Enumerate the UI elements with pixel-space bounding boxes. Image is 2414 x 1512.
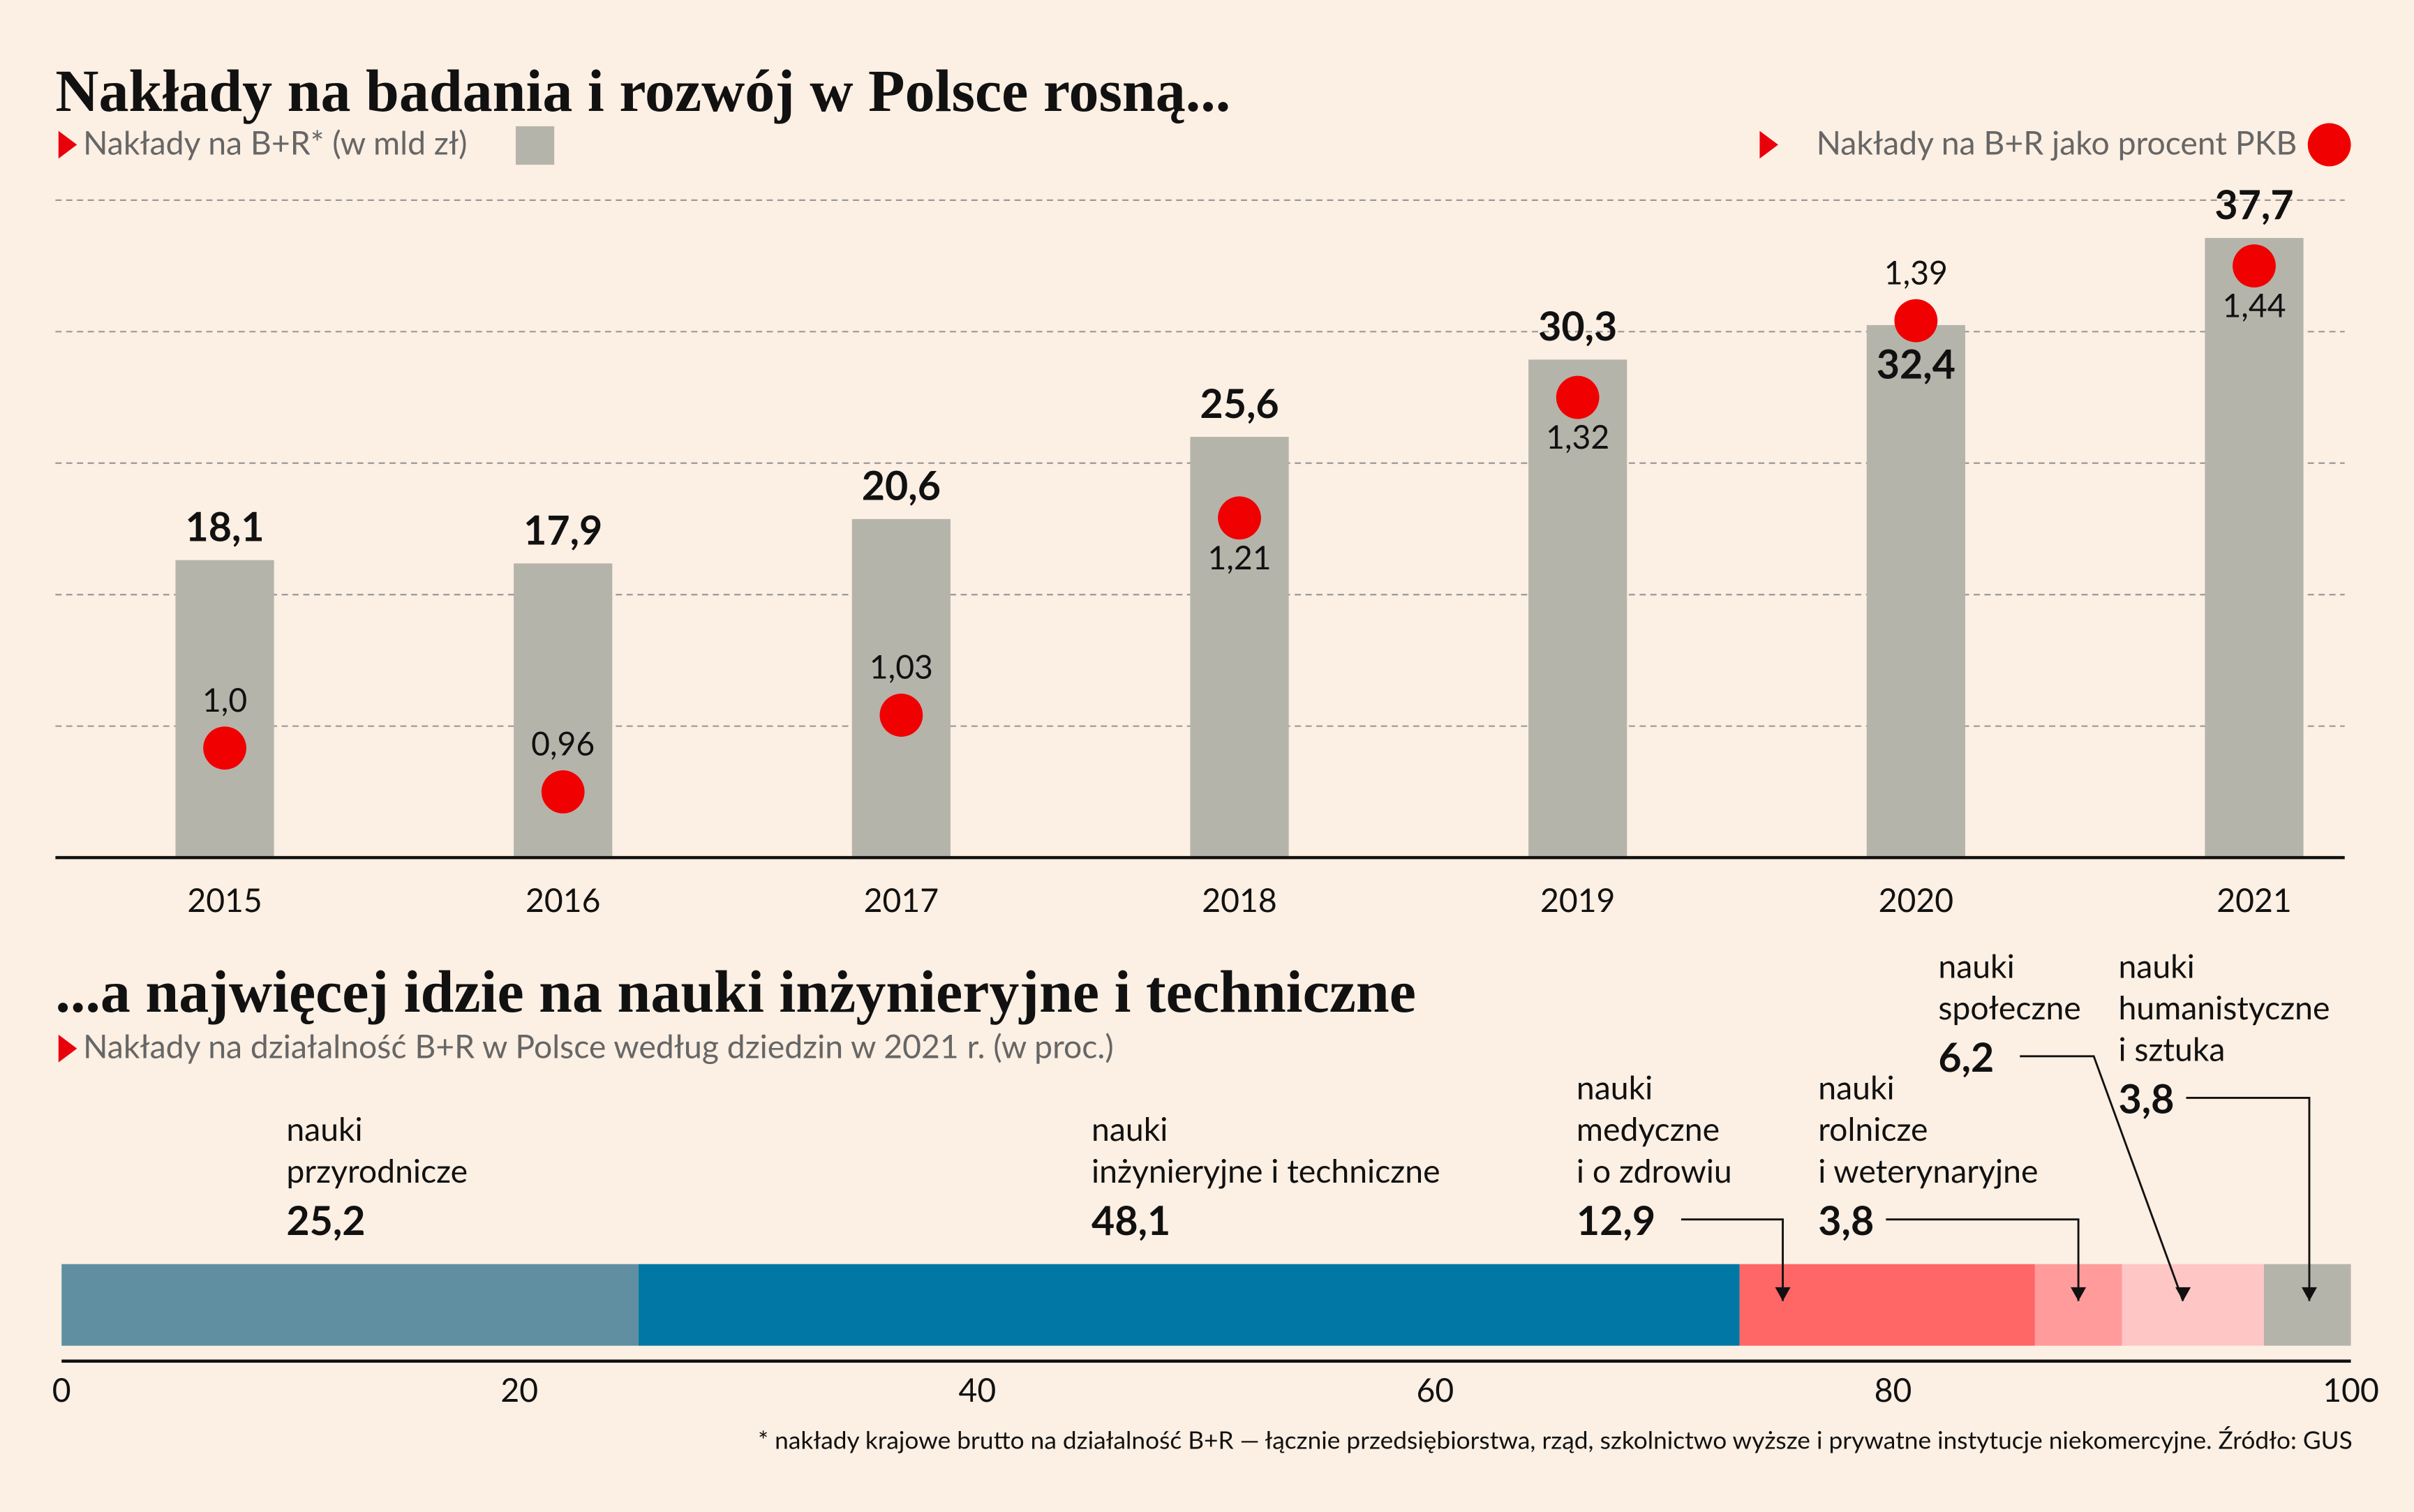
- chart-title: Nakłady na badania i rozwój w Polsce ros…: [55, 57, 1230, 124]
- dot: [2233, 244, 2276, 287]
- bar: [1528, 359, 1627, 858]
- bar-value-label: 17,9: [523, 505, 602, 553]
- segment-name: nauki inżynieryjne i techniczne: [1091, 1110, 1440, 1190]
- dot-value-label: 1,0: [202, 680, 247, 719]
- x-tick-label: 2018: [1202, 880, 1276, 919]
- bar: [2205, 238, 2304, 858]
- legend-marker: [1759, 130, 1778, 159]
- leader-line: [2186, 1096, 2311, 1301]
- x-tick-label: 2017: [864, 880, 939, 919]
- x-tick-label: 2016: [526, 880, 600, 919]
- legend-swatch: [2307, 123, 2351, 167]
- leader-line: [1681, 1218, 1784, 1301]
- footnote: * nakłady krajowe brutto na działalność …: [758, 1425, 2353, 1455]
- dot-value-label: 1,03: [870, 647, 933, 686]
- arrow-head: [2071, 1287, 2087, 1301]
- bar-segment: [61, 1264, 639, 1346]
- leader-line: [2020, 1055, 2184, 1302]
- x-tick-label: 2019: [1540, 880, 1615, 919]
- segment-value-label: 25,2: [286, 1195, 366, 1245]
- bar: [514, 563, 613, 858]
- arrow-head: [2175, 1287, 2191, 1301]
- dot-value-label: 1,21: [1207, 537, 1271, 576]
- dot-value-label: 1,39: [1884, 252, 1948, 291]
- arrow-head: [2301, 1287, 2318, 1301]
- bar-value-label: 37,7: [2214, 180, 2293, 228]
- segment-value-label: 48,1: [1091, 1195, 1171, 1245]
- chart-title: ...a najwięcej idzie na nauki inżynieryj…: [55, 958, 1416, 1025]
- bar: [851, 518, 951, 858]
- dot: [541, 770, 585, 814]
- legend-label: Nakłady na B+R jako procent PKB: [1817, 122, 2297, 161]
- bar: [1866, 324, 1965, 858]
- x-tick-label: 40: [958, 1370, 996, 1409]
- segment-name: nauki medyczne i o zdrowiu: [1576, 1068, 1732, 1190]
- segment-name: nauki przyrodnicze: [286, 1110, 468, 1190]
- bar-value-label: 30,3: [1538, 301, 1617, 350]
- x-tick-label: 100: [2323, 1370, 2379, 1409]
- dot: [203, 726, 246, 770]
- bar-segment: [638, 1264, 1740, 1346]
- x-tick-label: 2021: [2216, 880, 2291, 919]
- segment-value-label: 3,8: [2118, 1073, 2175, 1123]
- bar-value-label: 25,6: [1200, 379, 1279, 427]
- chart-subtitle: Nakłady na działalność B+R w Polsce wedł…: [83, 1026, 1114, 1065]
- dot: [1894, 299, 1938, 343]
- x-tick-label: 20: [500, 1370, 538, 1409]
- bar-segment: [2263, 1264, 2351, 1346]
- x-tick-label: 2015: [187, 880, 262, 919]
- x-tick-label: 0: [52, 1370, 71, 1409]
- dot-value-label: 0,96: [531, 724, 595, 763]
- x-tick-label: 80: [1875, 1370, 1912, 1409]
- legend-label: Nakłady na B+R* (w mld zł): [83, 122, 467, 161]
- segment-name: nauki rolnicze i weterynaryjne: [1818, 1068, 2039, 1190]
- segment-value-label: 3,8: [1818, 1195, 1875, 1245]
- segment-value-label: 6,2: [1938, 1031, 1995, 1081]
- dot-value-label: 1,44: [2222, 285, 2286, 324]
- bar-value-label: 32,4: [1877, 339, 1955, 387]
- bar-value-label: 18,1: [185, 502, 264, 551]
- segment-name: nauki społeczne: [1938, 947, 2081, 1027]
- leader-line: [1886, 1218, 2080, 1301]
- segment-value-label: 12,9: [1576, 1195, 1656, 1245]
- x-tick-label: 2020: [1879, 880, 1953, 919]
- dot: [1218, 496, 1261, 540]
- bar-segment: [2122, 1264, 2264, 1346]
- x-tick-label: 60: [1417, 1370, 1454, 1409]
- dot-value-label: 1,32: [1546, 417, 1609, 456]
- legend-marker: [58, 130, 77, 159]
- dot: [879, 694, 923, 737]
- bar: [175, 560, 274, 858]
- bar-segment: [1739, 1264, 2035, 1346]
- arrow-head: [1775, 1287, 1791, 1301]
- bar-value-label: 20,6: [862, 461, 941, 509]
- subtitle-marker: [58, 1034, 77, 1063]
- legend-swatch: [516, 126, 555, 165]
- segment-name: nauki humanistyczne i sztuka: [2118, 947, 2330, 1069]
- dot: [1556, 375, 1600, 419]
